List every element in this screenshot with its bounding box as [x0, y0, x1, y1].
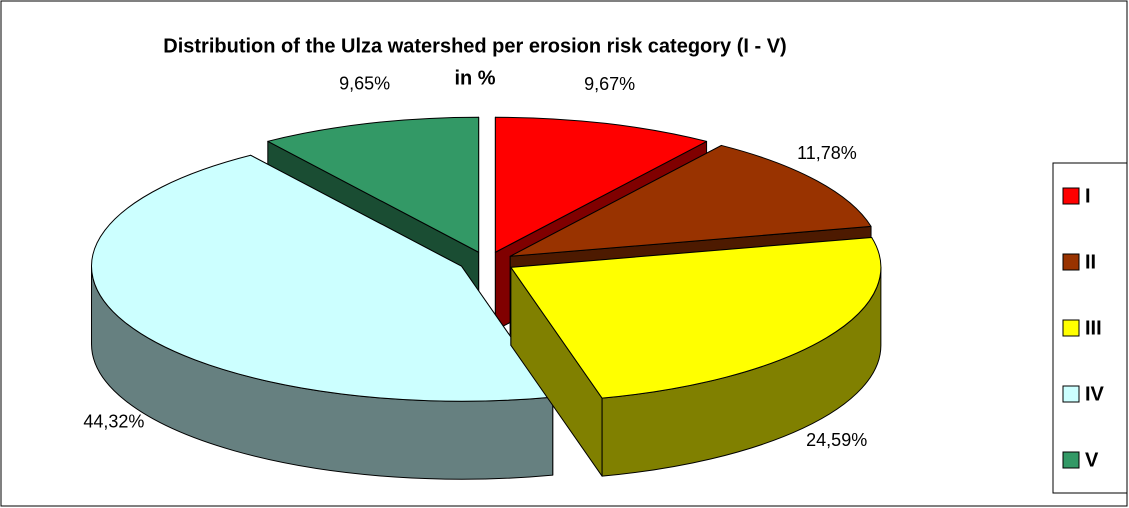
- slice: [510, 236, 882, 477]
- slice-top: [509, 144, 872, 257]
- legend-swatch: [1062, 385, 1080, 403]
- legend-label: V: [1085, 449, 1099, 471]
- legend-swatch: [1062, 253, 1080, 271]
- data-label: 9,67%: [584, 74, 635, 94]
- chart-title: in %: [454, 67, 495, 89]
- legend-swatch: [1062, 451, 1080, 469]
- slice-top: [494, 116, 708, 253]
- legend-label: I: [1085, 185, 1091, 207]
- legend-label: II: [1085, 251, 1096, 273]
- data-label: 44,32%: [83, 411, 144, 431]
- slice-top: [91, 154, 554, 402]
- slice-top: [510, 236, 882, 399]
- legend-label: IV: [1085, 383, 1105, 405]
- chart-title: Distribution of the Ulza watershed per e…: [163, 35, 786, 57]
- slice: [91, 154, 554, 480]
- legend-label: III: [1085, 317, 1102, 339]
- legend-swatch: [1062, 187, 1080, 205]
- legend-swatch: [1062, 319, 1080, 337]
- data-label: 24,59%: [806, 430, 867, 450]
- slice-top: [267, 116, 480, 253]
- data-label: 9,65%: [339, 74, 390, 94]
- data-label: 11,78%: [797, 143, 857, 163]
